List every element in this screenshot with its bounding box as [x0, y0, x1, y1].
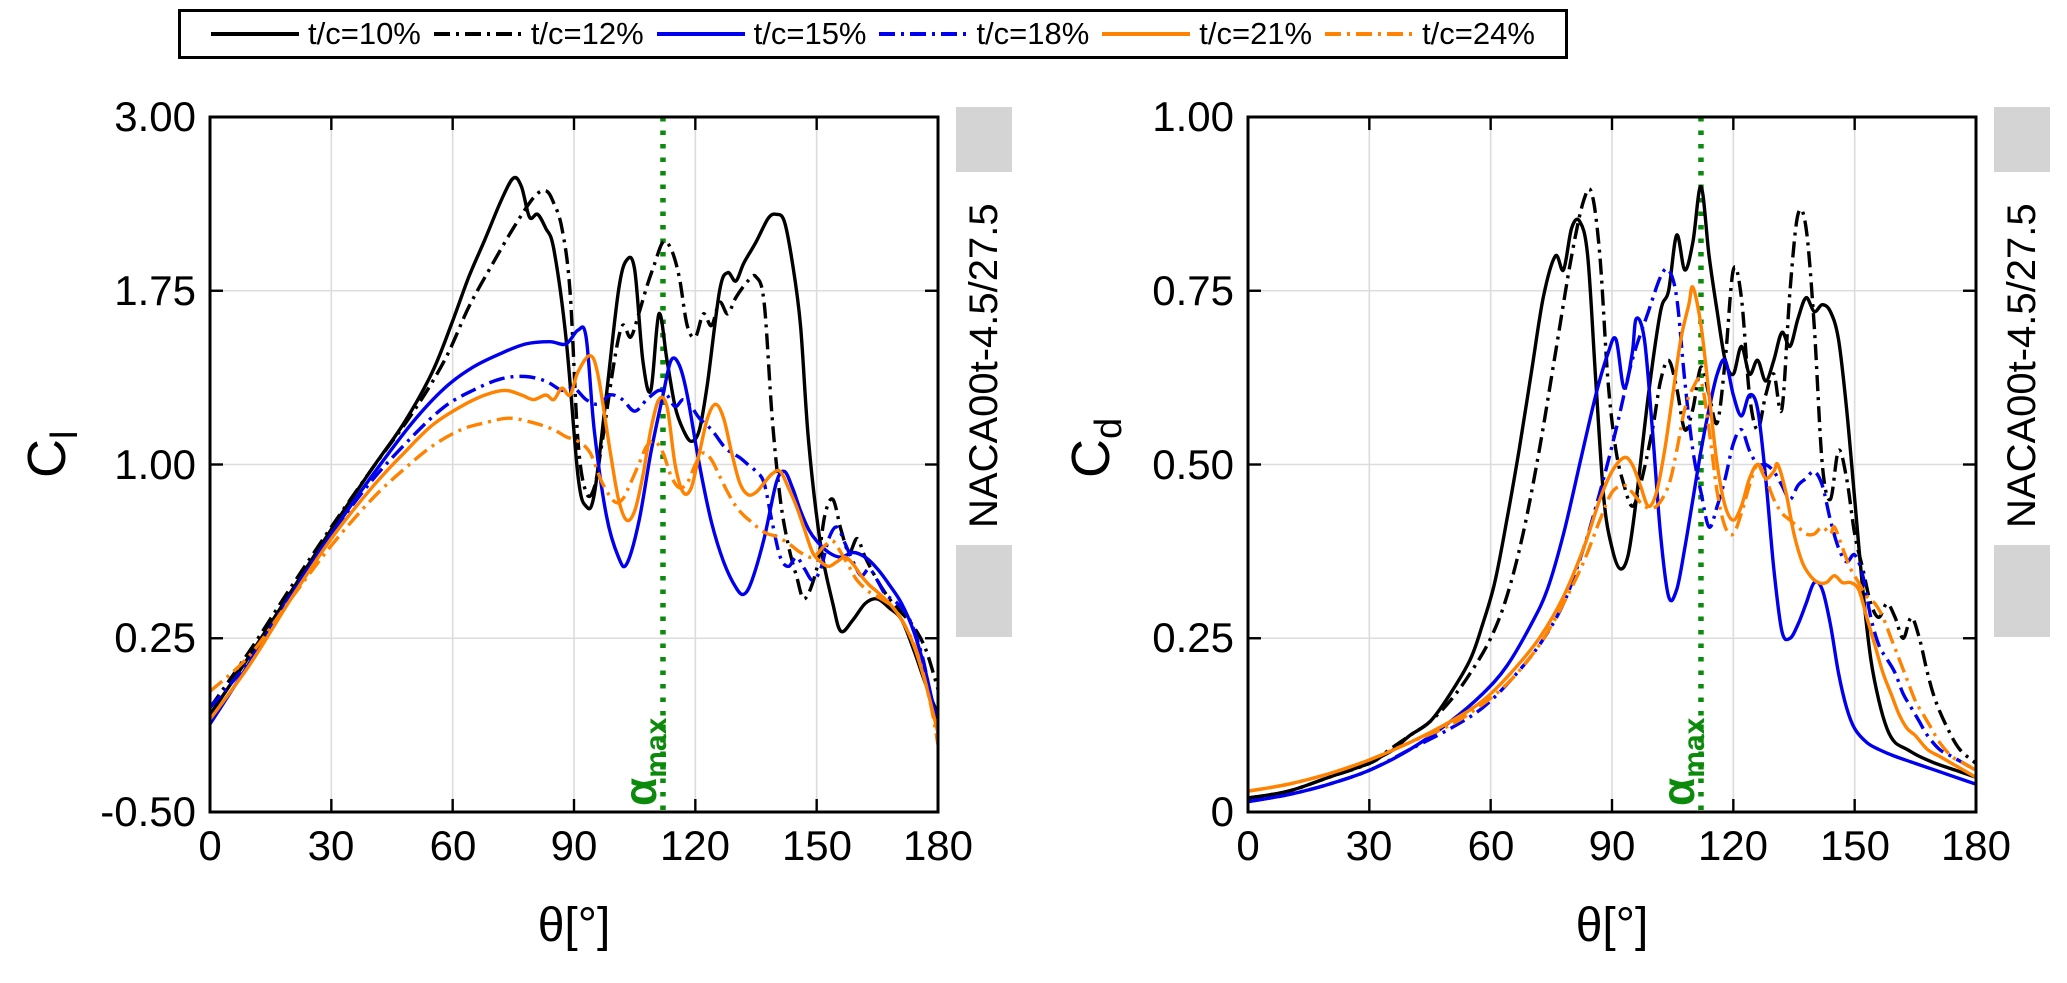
legend-item-tc24: t/c=24% [1325, 16, 1535, 52]
legend-line-sample [879, 32, 968, 36]
gray-block-bottom-right [1994, 545, 2050, 637]
x-tick-label: 150 [781, 822, 853, 869]
alpha-max-annotation-left: αmax [613, 718, 674, 806]
curve-tc12-cl [208, 188, 940, 709]
x-tick-label: 180 [1940, 822, 2012, 869]
curve-tc15-cd [1247, 316, 1977, 804]
x-tick-label: 150 [1819, 822, 1891, 869]
y-tick-label: 0.25 [114, 614, 196, 661]
legend-label: t/c=10% [308, 16, 421, 51]
legend-label: t/c=18% [976, 16, 1090, 51]
x-tick-label: 0 [1236, 822, 1260, 869]
alpha-sub: max [1678, 717, 1712, 778]
x-tick-label: 90 [1588, 822, 1636, 869]
gray-block-bottom-left [956, 545, 1012, 637]
curve-tc10-cl [208, 175, 940, 716]
legend-item-tc10: t/c=10% [211, 16, 421, 52]
y-tick-label: 0.25 [1152, 614, 1234, 661]
legend-line-sample [211, 32, 299, 36]
x-tick-label: 180 [902, 822, 974, 869]
y-tick-label: 0.50 [1152, 441, 1234, 488]
y-tick-label: 1.00 [1152, 93, 1234, 140]
x-tick-label: 60 [1467, 822, 1515, 869]
alpha-symbol: α [614, 777, 666, 806]
legend-line-sample [1325, 32, 1414, 36]
x-tick-label: 30 [1345, 822, 1393, 869]
y-tick-label: 1.75 [114, 267, 196, 314]
legend-item-tc12: t/c=12% [433, 16, 644, 52]
curve-tc21-cd [1247, 284, 1977, 793]
x-tick-label: 90 [550, 822, 598, 869]
legend-box: t/c=10% t/c=12% t/c=15% t/c=18% t/c=21% t/c=2… [178, 9, 1568, 59]
y-tick-label: 0 [1210, 788, 1234, 835]
strip-label-right: NACA00t-4.5/27.5 [2000, 203, 2044, 528]
curve-tc10-cd [1247, 184, 1977, 800]
legend-label: t/c=21% [1199, 16, 1313, 51]
curve-tc24-cl [208, 416, 940, 746]
curve-tc21-cl [208, 353, 940, 734]
y-tick-label: 1.00 [114, 441, 196, 488]
y-tick-label: -0.50 [100, 788, 196, 835]
y-tick-label: 3.00 [114, 93, 196, 140]
y-axis-label-cl-sub: l [43, 430, 86, 439]
legend-label: t/c=24% [1422, 16, 1535, 51]
x-tick-label: 60 [429, 822, 477, 869]
legend-line-sample [433, 32, 522, 36]
legend-label: t/c=12% [530, 16, 644, 51]
x-axis-label-right: θ[°] [1575, 899, 1649, 952]
x-tick-label: 0 [198, 822, 222, 869]
legend-label: t/c=15% [753, 16, 867, 51]
x-tick-label: 120 [659, 822, 731, 869]
curve-tc18-cl [208, 374, 940, 723]
curve-tc12-cd [1247, 187, 1978, 800]
legend-line-sample [1102, 32, 1191, 36]
legend-line-sample [656, 32, 745, 36]
x-tick-label: 30 [307, 822, 355, 869]
alpha-symbol: α [1652, 777, 1704, 806]
x-axis-label-left: θ[°] [537, 899, 611, 952]
legend-item-tc18: t/c=18% [879, 16, 1089, 52]
gray-block-top-left [956, 107, 1012, 172]
curve-tc24-cd [1247, 376, 1977, 793]
gray-block-top-right [1994, 107, 2050, 172]
legend-item-tc21: t/c=21% [1102, 16, 1312, 52]
alpha-max-annotation-right: αmax [1651, 718, 1712, 806]
x-tick-label: 120 [1697, 822, 1769, 869]
strip-label-left: NACA00t-4.5/27.5 [962, 203, 1006, 528]
y-axis-label-cd-sub: d [1087, 417, 1130, 439]
alpha-sub: max [640, 717, 674, 778]
y-tick-label: 0.75 [1152, 267, 1234, 314]
legend-item-tc15: t/c=15% [656, 16, 867, 52]
